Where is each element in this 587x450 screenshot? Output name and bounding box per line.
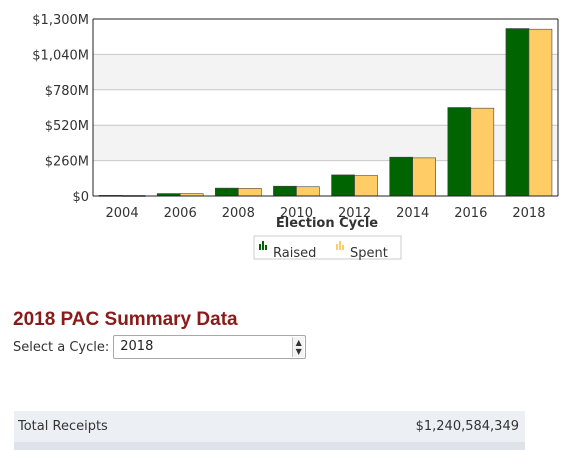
- dropdown-arrow-icon[interactable]: ▲ ▼: [292, 337, 305, 357]
- total-receipts-label: Total Receipts: [18, 419, 108, 434]
- plot-band: [93, 19, 558, 55]
- legend-box: [253, 235, 402, 260]
- bar-spent-2008[interactable]: [238, 188, 262, 197]
- cycle-select[interactable]: 2018 ▲ ▼: [113, 335, 307, 359]
- legend-bar-icon: [336, 241, 344, 250]
- cycle-label: Select a Cycle:: [13, 339, 110, 355]
- y-tick-label: $520M: [45, 119, 89, 134]
- y-tick-label: $1,300M: [32, 13, 89, 28]
- x-tick-label: 2016: [454, 206, 487, 221]
- x-tick-label: 2014: [396, 206, 429, 221]
- total-receipts-value: $1,240,584,349: [415, 419, 519, 434]
- legend-label: Spent: [350, 246, 388, 261]
- bar-raised-2008[interactable]: [215, 187, 239, 197]
- x-tick-label: 2008: [222, 206, 255, 221]
- bar-raised-2016[interactable]: [447, 107, 472, 197]
- bar-raised-2018[interactable]: [505, 28, 530, 197]
- next-summary-row: [14, 442, 525, 450]
- bar-spent-2014[interactable]: [412, 157, 436, 197]
- x-tick-label: 2010: [280, 206, 313, 221]
- bar-raised-2010[interactable]: [273, 185, 297, 197]
- pac-bar-chart: $0 $260M $520M $780M $1,040M $1,300M 2004 2006…: [32, 13, 559, 261]
- bar-spent-2018[interactable]: [528, 28, 553, 197]
- y-tick-label: $260M: [45, 155, 89, 170]
- summary-heading: 2018 PAC Summary Data: [13, 309, 238, 330]
- legend-bar-icon: [259, 241, 267, 250]
- legend-item-spent[interactable]: Spent: [336, 241, 388, 261]
- cycle-selector-row: Select a Cycle: 2018 ▲ ▼: [13, 334, 307, 360]
- chart-legend: Raised Spent: [253, 235, 402, 261]
- legend-label: Raised: [273, 246, 316, 261]
- y-tick-label: $1,040M: [32, 48, 89, 63]
- y-tick-label: $780M: [45, 84, 89, 99]
- bar-raised-2014[interactable]: [389, 156, 413, 197]
- plot-band: [93, 54, 558, 90]
- cycle-select-value: 2018: [120, 339, 154, 354]
- x-tick-label: 2012: [338, 206, 371, 221]
- x-tick-label: 2018: [512, 206, 545, 221]
- bar-spent-2012[interactable]: [354, 175, 378, 197]
- bar-spent-2010[interactable]: [296, 186, 320, 197]
- x-axis-title: Election Cycle: [276, 216, 378, 231]
- total-receipts-row: Total Receipts $1,240,584,349: [14, 411, 525, 442]
- x-tick-label: 2004: [106, 206, 139, 221]
- bar-spent-2016[interactable]: [470, 107, 495, 197]
- x-tick-label: 2006: [164, 206, 197, 221]
- legend-item-raised[interactable]: Raised: [259, 241, 316, 261]
- y-tick-label: $0: [72, 190, 89, 205]
- bar-raised-2012[interactable]: [331, 174, 355, 197]
